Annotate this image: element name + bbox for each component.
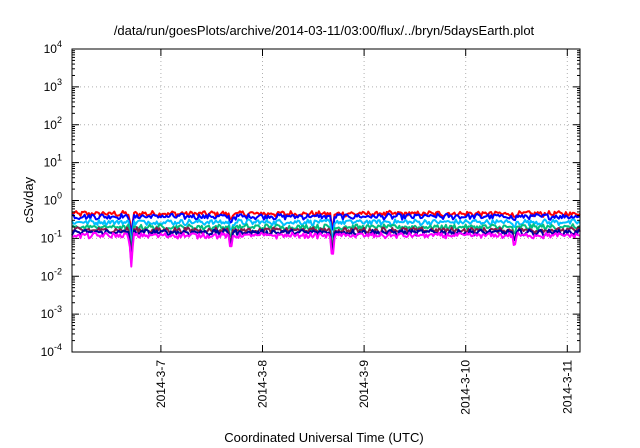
y-tick-label: 10-2 [41,266,62,283]
x-tick-label: 2014-3-10 [459,360,473,415]
chart-title: /data/run/goesPlots/archive/2014-03-11/0… [114,23,535,38]
x-axis-label: Coordinated Universal Time (UTC) [224,430,423,445]
series-line [71,223,581,256]
y-tick-label: 101 [44,153,62,170]
series-line [71,231,581,268]
series-line [71,212,581,241]
y-tick-label: 102 [44,115,62,132]
y-tick-label: 104 [44,39,62,56]
y-tick-label: 10-1 [41,228,62,245]
y-axis-label: cSv/day [21,176,36,223]
x-axis-ticks: 2014-3-7 2014-3-8 2014-3-9 2014-3-10 2014-3-… [154,49,574,415]
y-tick-label: 103 [44,77,62,94]
series-lines [71,209,581,268]
gridlines [72,49,580,352]
x-tick-label: 2014-3-8 [256,360,270,408]
series-line [71,228,581,264]
plot-frame [71,48,581,353]
y-axis-ticks: 10-4 10-3 10-2 10-1 100 101 102 103 104 [41,39,580,359]
y-tick-label: 10-4 [41,342,62,359]
series-line [71,218,581,249]
x-tick-label: 2014-3-11 [560,360,574,414]
x-tick-label: 2014-3-7 [154,360,168,408]
y-tick-label: 100 [44,191,62,208]
y-tick-label: 10-3 [41,304,62,321]
x-tick-label: 2014-3-9 [357,360,371,408]
